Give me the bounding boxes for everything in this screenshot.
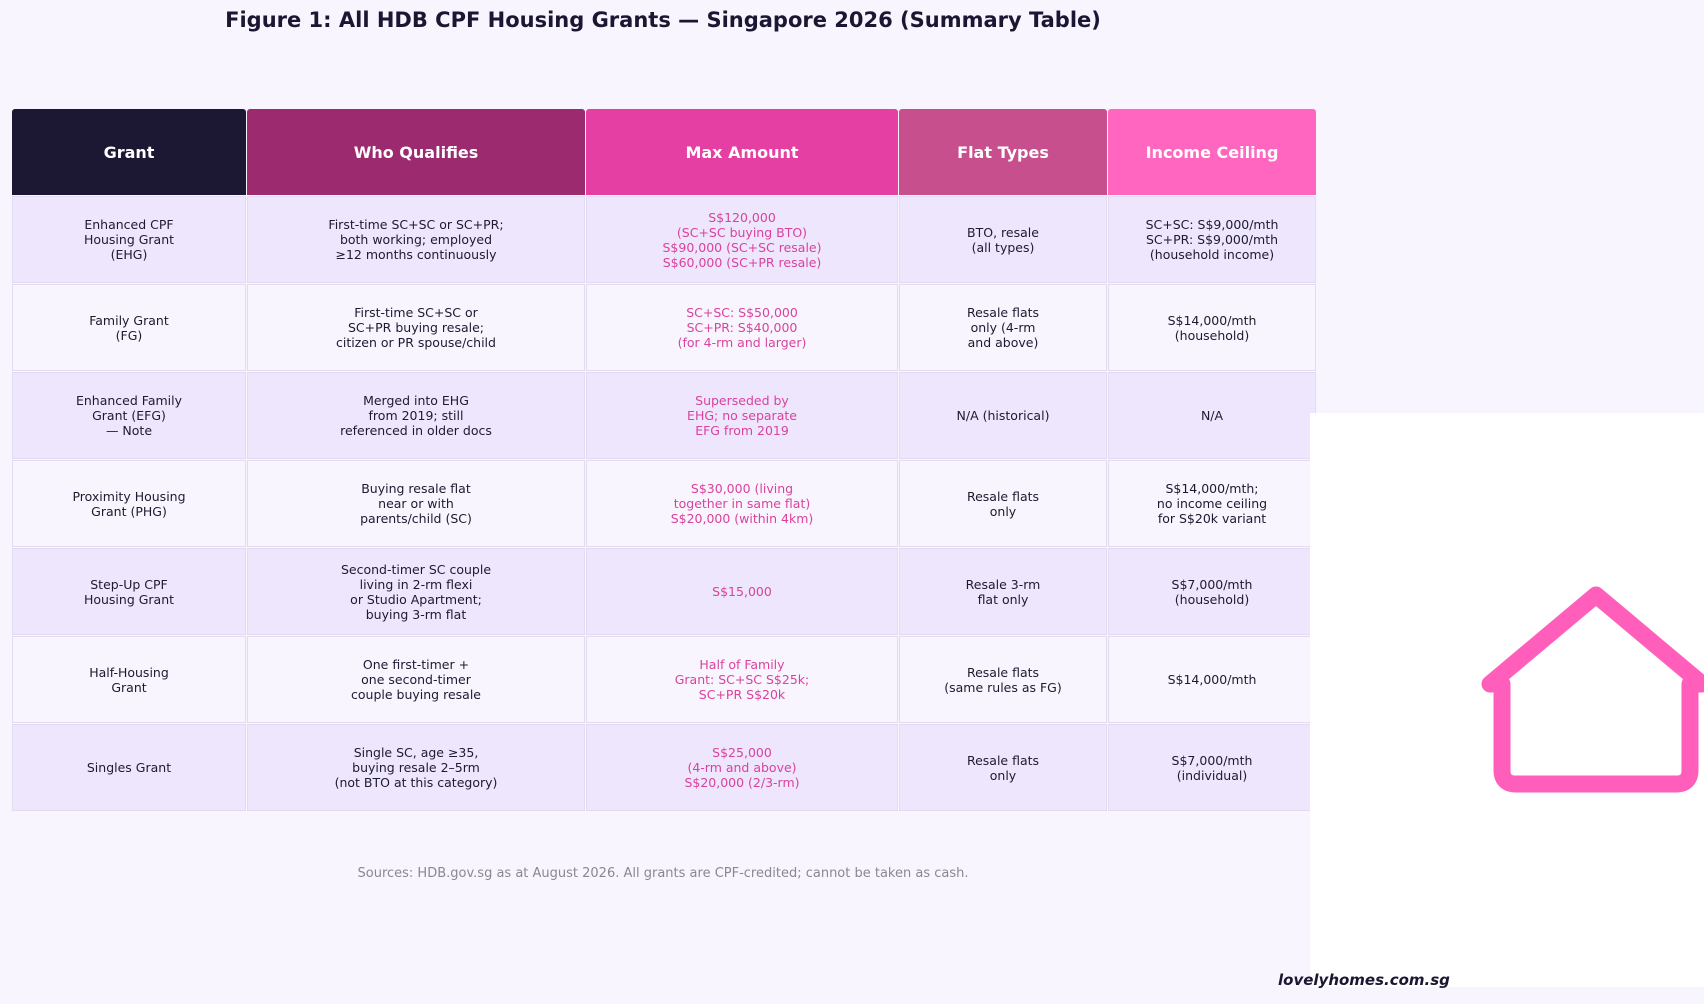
table-cell: Second-timer SC couple living in 2-rm fl… bbox=[247, 548, 585, 635]
table-cell: Enhanced CPF Housing Grant (EHG) bbox=[12, 196, 246, 283]
table-cell: Resale flats only bbox=[899, 724, 1107, 811]
table-cell: S$30,000 (living together in same flat) … bbox=[586, 460, 898, 547]
table-cell: S$14,000/mth; no income ceiling for S$20… bbox=[1108, 460, 1316, 547]
table-cell: Superseded by EHG; no separate EFG from … bbox=[586, 372, 898, 459]
table-cell: Merged into EHG from 2019; still referen… bbox=[247, 372, 585, 459]
table-cell: Resale 3-rm flat only bbox=[899, 548, 1107, 635]
table-cell: First-time SC+SC or SC+PR buying resale;… bbox=[247, 284, 585, 371]
table-cell: S$7,000/mth (individual) bbox=[1108, 724, 1316, 811]
table-cell: Single SC, age ≥35, buying resale 2–5rm … bbox=[247, 724, 585, 811]
table-cell: S$120,000 (SC+SC buying BTO) S$90,000 (S… bbox=[586, 196, 898, 283]
table-cell: SC+SC: S$50,000 SC+PR: S$40,000 (for 4-r… bbox=[586, 284, 898, 371]
table-cell: S$14,000/mth (household) bbox=[1108, 284, 1316, 371]
source-note: Sources: HDB.gov.sg as at August 2026. A… bbox=[357, 866, 969, 881]
table-cell: Half of Family Grant: SC+SC S$25k; SC+PR… bbox=[586, 636, 898, 723]
grants-table: Grant Who Qualifies Max Amount Flat Types In… bbox=[12, 109, 1316, 811]
column-header: Flat Types bbox=[899, 109, 1107, 195]
column-header: Income Ceiling bbox=[1108, 109, 1316, 195]
table-cell: Resale flats only bbox=[899, 460, 1107, 547]
table-cell: Enhanced Family Grant (EFG) — Note bbox=[12, 372, 246, 459]
column-header: Grant bbox=[12, 109, 246, 195]
table-cell: N/A bbox=[1108, 372, 1316, 459]
table-cell: S$25,000 (4-rm and above) S$20,000 (2/3-… bbox=[586, 724, 898, 811]
brand-watermark: lovelyhomes.com.sg bbox=[1278, 971, 1450, 989]
table-cell: N/A (historical) bbox=[899, 372, 1107, 459]
house-icon bbox=[1481, 586, 1704, 793]
table-cell: Buying resale flat near or with parents/… bbox=[247, 460, 585, 547]
table-cell: First-time SC+SC or SC+PR; both working;… bbox=[247, 196, 585, 283]
column-header: Who Qualifies bbox=[247, 109, 585, 195]
table-cell: Family Grant (FG) bbox=[12, 284, 246, 371]
table-cell: Proximity Housing Grant (PHG) bbox=[12, 460, 246, 547]
table-cell: SC+SC: S$9,000/mth SC+PR: S$9,000/mth (h… bbox=[1108, 196, 1316, 283]
table-cell: S$14,000/mth bbox=[1108, 636, 1316, 723]
table-cell: Resale flats (same rules as FG) bbox=[899, 636, 1107, 723]
table-cell: S$15,000 bbox=[586, 548, 898, 635]
table-cell: Step-Up CPF Housing Grant bbox=[12, 548, 246, 635]
column-header: Max Amount bbox=[586, 109, 898, 195]
table-cell: S$7,000/mth (household) bbox=[1108, 548, 1316, 635]
table-cell: One first-timer + one second-timer coupl… bbox=[247, 636, 585, 723]
table-cell: Resale flats only (4-rm and above) bbox=[899, 284, 1107, 371]
table-cell: BTO, resale (all types) bbox=[899, 196, 1107, 283]
table-cell: Half-Housing Grant bbox=[12, 636, 246, 723]
figure-title: Figure 1: All HDB CPF Housing Grants — S… bbox=[225, 8, 1101, 32]
table-cell: Singles Grant bbox=[12, 724, 246, 811]
